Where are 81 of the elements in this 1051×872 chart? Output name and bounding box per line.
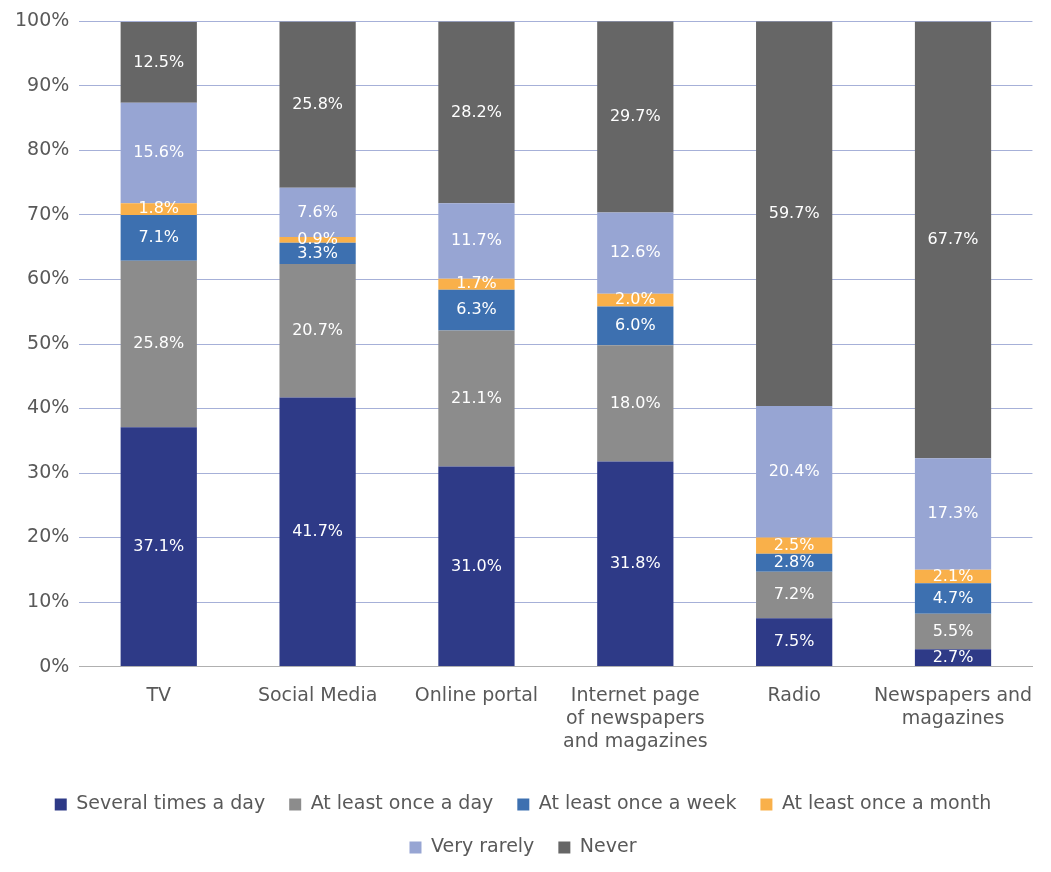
y-tick-label: 20%	[27, 524, 70, 547]
data-label: 2.7%	[932, 646, 974, 666]
data-label: 31.0%	[451, 555, 502, 575]
data-label: 11.7%	[451, 230, 502, 250]
data-label: 6.0%	[614, 315, 656, 335]
y-tick-label: 50%	[27, 330, 70, 353]
data-label: 1.8%	[138, 198, 180, 218]
data-label: 7.1%	[138, 227, 180, 247]
bar	[120, 214, 197, 261]
legend-label: At least once a day	[310, 791, 494, 814]
data-label: 7.5%	[773, 631, 815, 651]
bar	[756, 21, 833, 406]
data-label: 18.0%	[609, 392, 661, 412]
x-tick-label: Social Media	[257, 682, 378, 705]
data-label: 20.7%	[292, 319, 344, 339]
y-tick-label: 80%	[27, 137, 70, 160]
y-tick-label: 70%	[27, 201, 70, 224]
bar	[120, 260, 197, 428]
data-label: 2.1%	[932, 565, 974, 585]
bar	[756, 405, 833, 538]
y-tick-label: 100%	[14, 8, 70, 31]
bar	[597, 306, 674, 346]
y-tick-label: 40%	[27, 395, 70, 418]
legend-label: Never	[579, 834, 637, 857]
bar	[120, 427, 197, 667]
x-tick-label: Radio	[767, 682, 821, 705]
bar	[279, 397, 356, 667]
y-tick-label: 0%	[39, 653, 70, 676]
data-label: 67.7%	[927, 228, 979, 248]
bar	[914, 21, 992, 459]
data-label: 5.5%	[932, 620, 974, 640]
bar	[756, 571, 833, 619]
bar	[279, 21, 356, 188]
bar	[438, 289, 515, 331]
data-label: 17.3%	[927, 503, 979, 523]
data-label: 41.7%	[292, 520, 344, 540]
data-label: 21.1%	[451, 387, 502, 407]
bar	[279, 264, 356, 398]
data-label: 7.6%	[297, 201, 338, 221]
x-tick-label: Online portal	[414, 682, 539, 705]
data-label: 4.7%	[932, 587, 974, 607]
bar	[597, 461, 674, 667]
bar	[597, 345, 674, 462]
data-label: 37.1%	[133, 535, 185, 555]
data-label: 2.0%	[614, 289, 656, 309]
bar	[756, 618, 833, 667]
data-label: 25.8%	[292, 93, 344, 113]
bar	[914, 583, 992, 614]
data-label: 15.6%	[133, 142, 185, 162]
bar	[597, 21, 674, 213]
data-label: 1.7%	[456, 273, 497, 293]
data-label: 2.8%	[773, 551, 815, 571]
data-label: 31.8%	[609, 552, 661, 572]
bar	[438, 330, 515, 467]
data-label: 28.2%	[451, 101, 502, 121]
data-label: 6.3%	[456, 299, 497, 319]
data-label: 59.7%	[768, 202, 820, 222]
legend-label: Very rarely	[430, 834, 535, 857]
x-tick-label: TV	[145, 682, 172, 705]
y-tick-label: 90%	[27, 72, 70, 95]
data-label: 29.7%	[609, 105, 661, 125]
y-tick-label: 10%	[27, 589, 70, 612]
x-tick-label: Internet page of newspapers and magazines	[563, 682, 708, 751]
data-label: 12.6%	[609, 242, 661, 262]
legend-label: Several times a day	[76, 791, 266, 814]
y-tick-label: 30%	[27, 459, 70, 482]
bar	[120, 22, 197, 103]
legend-label: At least once a month	[781, 791, 992, 814]
bar	[914, 613, 992, 650]
data-label: 25.8%	[133, 333, 185, 353]
data-label: 12.5%	[133, 51, 185, 71]
bar	[914, 458, 992, 570]
data-label: 7.2%	[773, 584, 815, 604]
y-tick-label: 60%	[27, 266, 70, 289]
data-label: 20.4%	[768, 460, 820, 480]
bar	[438, 466, 515, 667]
bar	[438, 21, 515, 204]
legend-label: At least once a week	[538, 791, 737, 814]
x-tick-label: Newspapers and magazines	[873, 682, 1033, 728]
bar	[597, 212, 674, 294]
data-label: 2.5%	[773, 534, 815, 554]
